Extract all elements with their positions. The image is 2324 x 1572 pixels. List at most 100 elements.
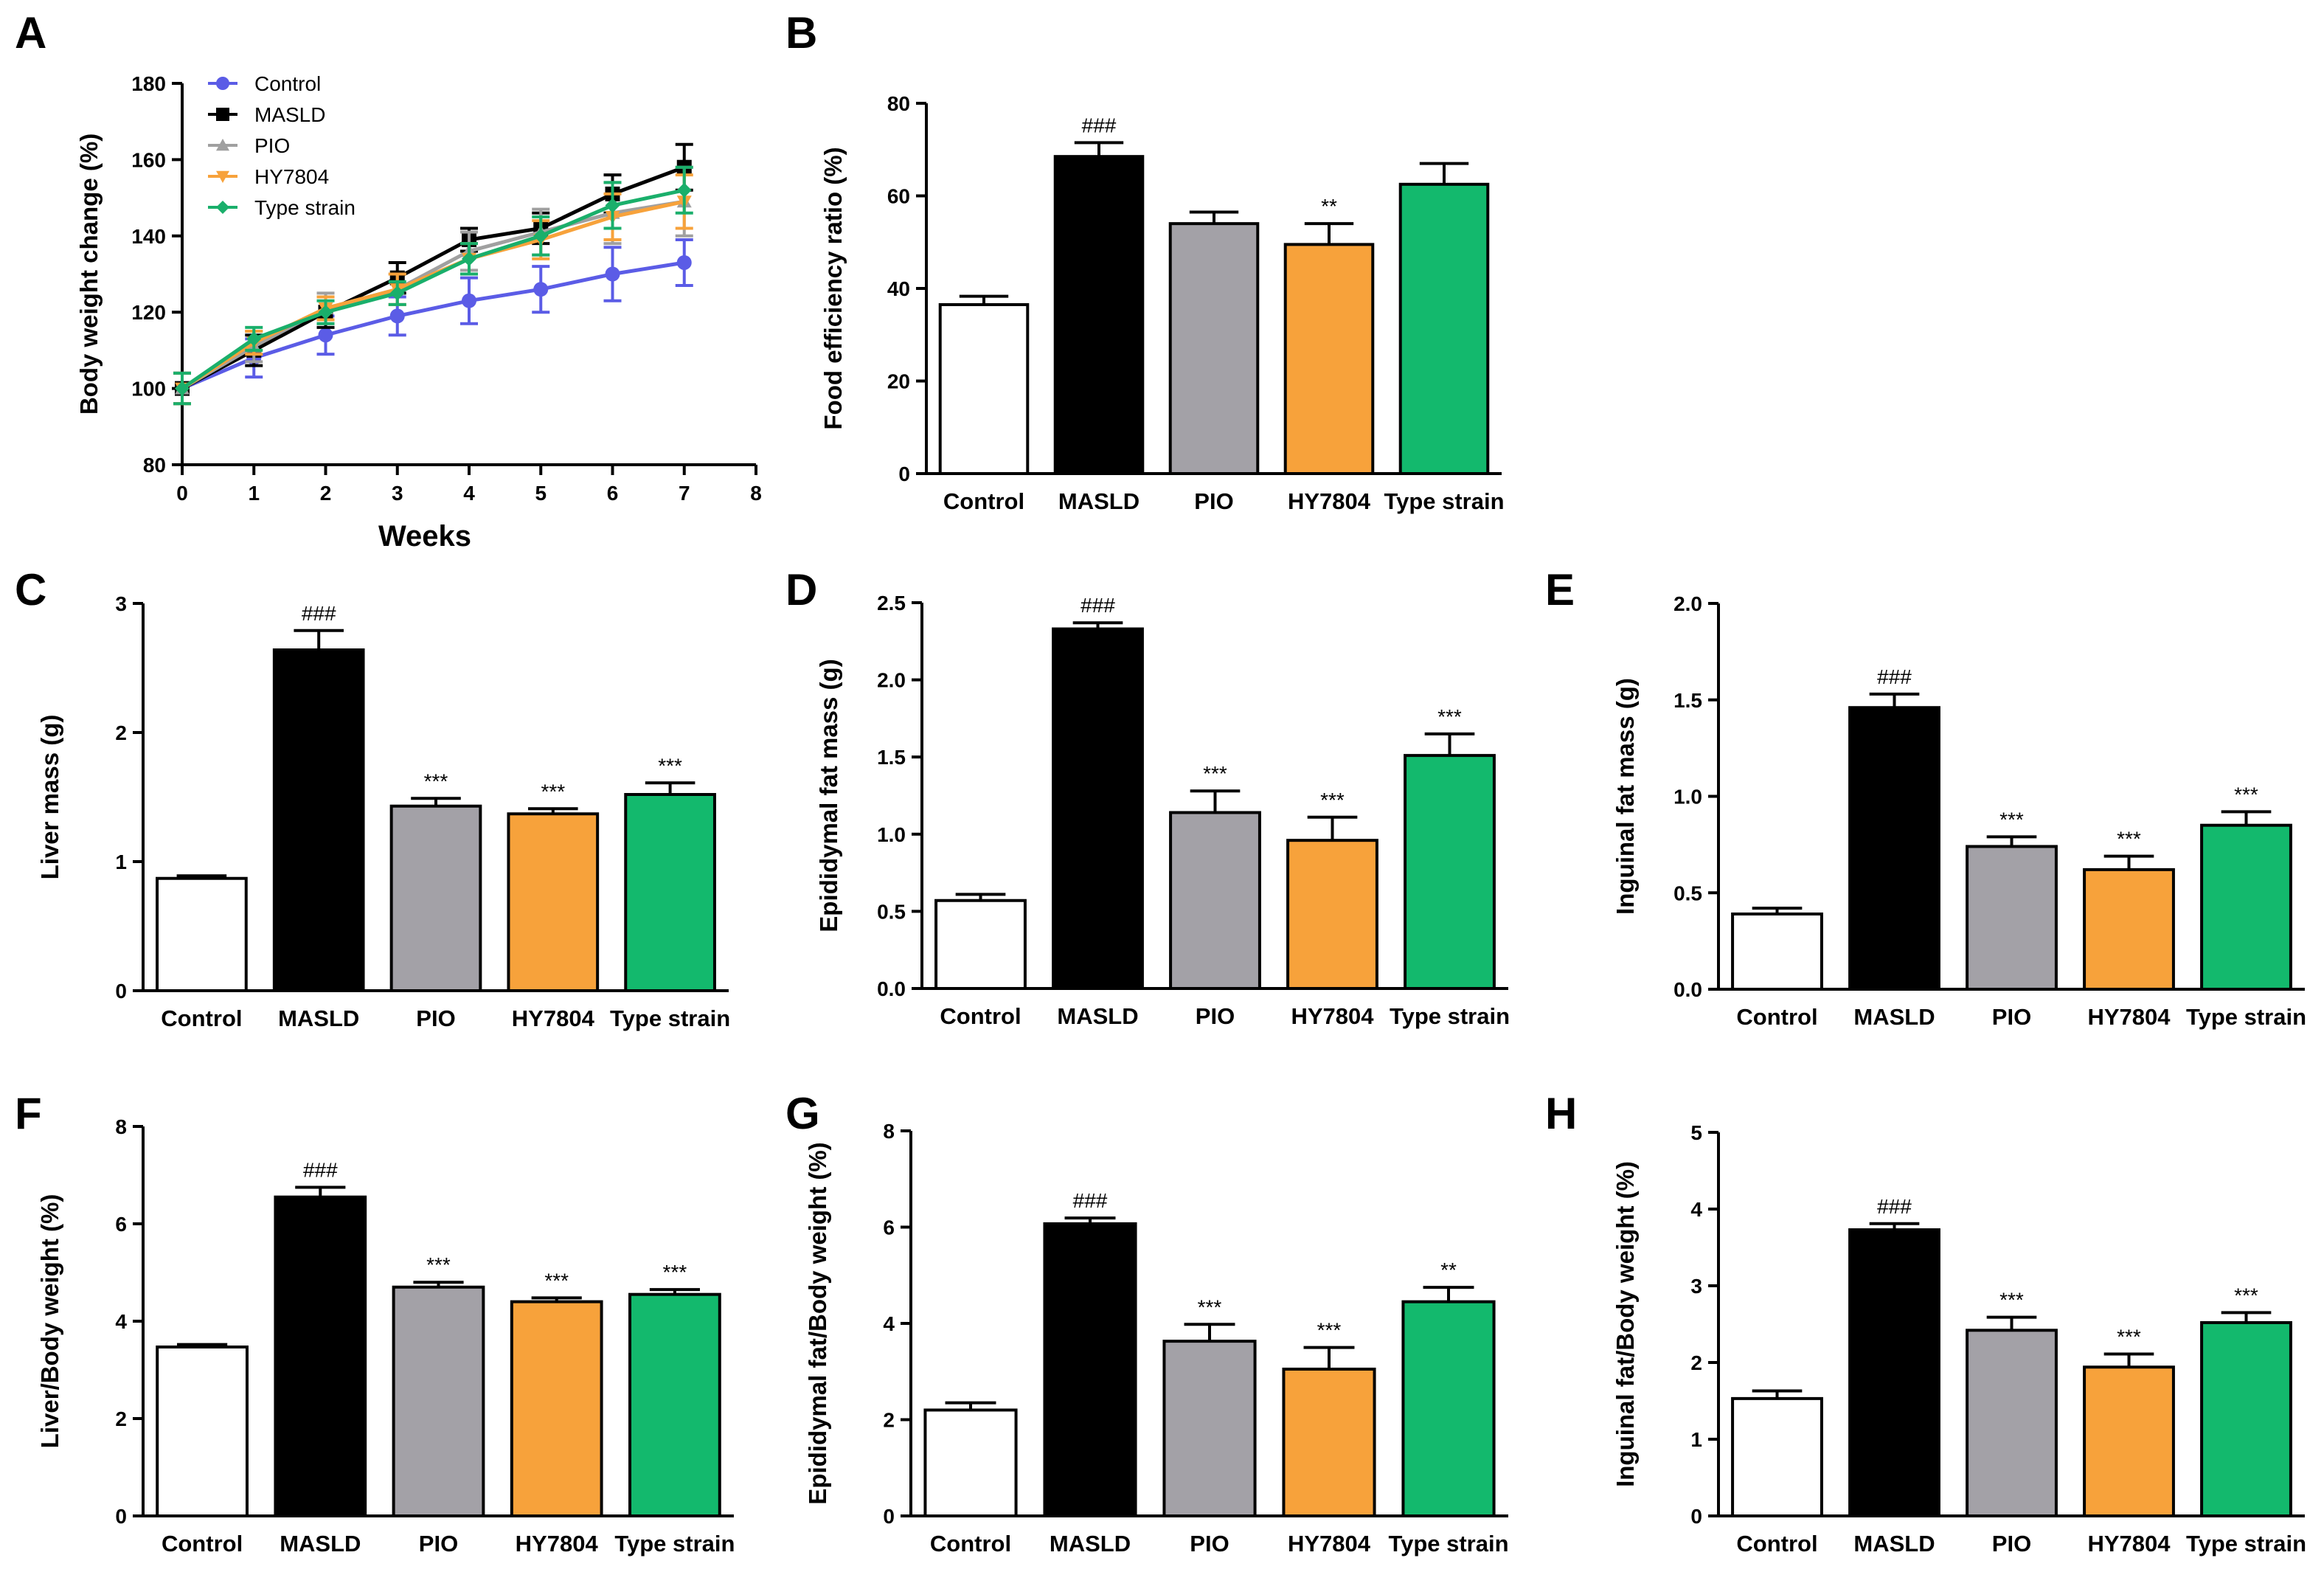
bar-pio	[1162, 1340, 1257, 1517]
y-tick-label: 80	[887, 92, 910, 115]
bar-type-strain	[2200, 823, 2292, 991]
x-category-label: PIO	[1190, 1531, 1229, 1557]
x-category-label: PIO	[1992, 1531, 2031, 1557]
x-category-label: Type strain	[614, 1531, 735, 1557]
significance-label: ***	[2117, 828, 2141, 851]
bar-control	[934, 898, 1027, 990]
y-tick-label: 1.0	[877, 823, 906, 846]
y-tick-label: 20	[887, 370, 910, 393]
significance-label: ***	[2234, 1284, 2258, 1306]
bar-hy7804	[510, 1300, 603, 1517]
y-tick-label: 3	[1690, 1275, 1702, 1298]
x-category-label: HY7804	[2087, 1531, 2171, 1557]
panel-D: D 0.0 0.5 1.0 1.5 2.0 2.5 Epididymal fat mass (…	[785, 565, 1510, 1029]
x-category-label: MASLD	[1050, 1531, 1131, 1557]
bar-type-strain	[1401, 1300, 1496, 1517]
panel-G: G 0 2 4 6 8 Epididymal fat/Body weight (%) Cont…	[785, 1089, 1509, 1557]
bar-control	[1731, 1396, 1823, 1517]
bar-hy7804	[2083, 1365, 2175, 1517]
x-category-label: Control	[162, 1531, 243, 1557]
significance-label: ***	[426, 1253, 451, 1276]
panel-letter: C	[15, 565, 46, 614]
x-category-label: Control	[930, 1531, 1011, 1557]
y-tick-label: 0	[1690, 1505, 1702, 1528]
significance-label: ###	[1877, 665, 1912, 688]
y-tick-label: 40	[887, 277, 910, 300]
panel-E: E 0.0 0.5 1.0 1.5 2.0 Inguinal fat mass (g) Con…	[1545, 565, 2306, 1030]
x-tick-label: 2	[320, 482, 332, 505]
significance-label: ***	[663, 1261, 687, 1284]
data-point	[175, 381, 190, 396]
data-point	[389, 308, 405, 324]
bar-hy7804	[1283, 243, 1375, 475]
x-tick-label: 4	[463, 482, 475, 505]
data-point	[389, 285, 405, 301]
x-category-label: MASLD	[280, 1531, 361, 1557]
data-point	[676, 255, 692, 270]
x-tick-label: 1	[248, 482, 260, 505]
y-tick-label: 1	[115, 851, 127, 873]
y-tick-label: 5	[1690, 1121, 1702, 1144]
significance-label: ***	[544, 1269, 569, 1292]
series-line	[181, 165, 685, 390]
significance-label: ***	[1203, 762, 1227, 785]
bar-hy7804	[507, 812, 600, 992]
bar-pio	[392, 1285, 485, 1518]
significance-label: ***	[658, 754, 682, 777]
x-category-label: Type strain	[1384, 488, 1504, 514]
y-tick-label: 6	[883, 1216, 895, 1239]
data-point	[605, 266, 620, 282]
x-category-label: Control	[940, 1003, 1021, 1029]
bar-masld	[274, 1195, 367, 1517]
y-tick-label: 2	[115, 721, 127, 744]
data-point	[318, 305, 333, 320]
y-tick-label: 2	[1690, 1351, 1702, 1374]
y-tick-label: 8	[883, 1120, 895, 1143]
bar-control	[156, 876, 248, 992]
significance-label: ###	[302, 602, 336, 625]
panel-letter: G	[785, 1089, 820, 1138]
significance-label: ***	[424, 769, 448, 792]
data-point	[605, 198, 620, 213]
x-category-label: PIO	[1194, 488, 1233, 514]
x-tick-label: 7	[679, 482, 690, 505]
bar-type-strain	[628, 1292, 721, 1517]
significance-label: ###	[1073, 1189, 1108, 1212]
bar-pio	[1168, 222, 1260, 475]
x-category-label: HY7804	[512, 1005, 595, 1031]
legend-marker	[216, 201, 229, 214]
data-point	[246, 331, 262, 347]
significance-label: ###	[1082, 114, 1117, 136]
y-axis-title: Inguinal fat/Body weight (%)	[1612, 1161, 1639, 1487]
y-tick-label: 60	[887, 185, 910, 208]
x-category-label: Type strain	[2186, 1531, 2306, 1557]
y-tick-label: 1.5	[1673, 689, 1702, 712]
bar-pio	[389, 804, 482, 992]
x-category-label: HY7804	[1288, 488, 1371, 514]
y-tick-label: 6	[115, 1213, 127, 1236]
x-category-label: Type strain	[2186, 1004, 2306, 1030]
y-tick-label: 0.5	[877, 900, 906, 923]
panel-B: B 0 20 40 60 80 Food efficiency ratio (%) Contr…	[785, 8, 1505, 514]
x-category-label: HY7804	[2087, 1004, 2171, 1030]
bar-control	[1731, 913, 1823, 991]
legend-label: PIO	[254, 134, 290, 157]
data-point	[533, 282, 549, 297]
bar-control	[938, 302, 1030, 475]
panel-F: F 0 2 4 6 8 Liver/Body weight (%) Control ### MAS…	[15, 1089, 735, 1557]
y-tick-label: 0.5	[1673, 882, 1702, 904]
x-category-label: HY7804	[1291, 1003, 1374, 1029]
panel-letter: F	[15, 1089, 42, 1138]
y-tick-label: 0	[883, 1505, 895, 1528]
series-type-strain	[173, 165, 693, 406]
panel-C: C 0 1 2 3 Liver mass (g) Control ### MASLD *** PIO…	[15, 565, 730, 1031]
y-tick-label: 1.0	[1673, 786, 1702, 808]
y-tick-label: 140	[131, 225, 166, 248]
x-category-label: Control	[1736, 1531, 1817, 1557]
data-point	[462, 293, 476, 308]
bar-masld	[1848, 706, 1940, 991]
y-axis-title: Inguinal fat mass (g)	[1612, 678, 1639, 915]
y-tick-label: 4	[115, 1310, 127, 1333]
